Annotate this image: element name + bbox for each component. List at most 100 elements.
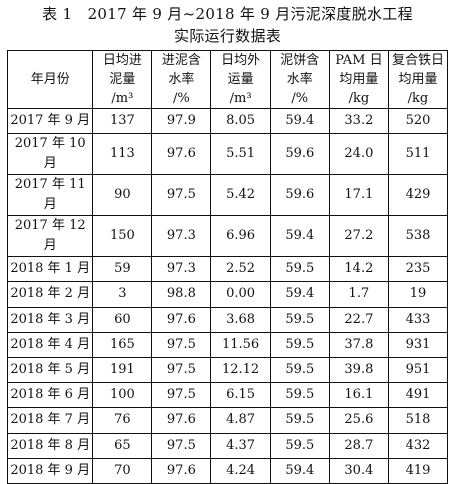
cell-cake-moisture: 59.5: [269, 432, 330, 459]
cell-sludge-intake: 59: [92, 256, 153, 283]
cell-pam-usage: 17.1: [328, 174, 389, 217]
cell-cake-moisture: 59.5: [269, 356, 330, 384]
cell-month: 2018 年 3 月: [6, 306, 94, 333]
header-sludge-intake-l3: /m³: [111, 91, 134, 106]
cell-sludge-intake: 3: [92, 281, 153, 308]
cell-iron-usage: 235: [387, 256, 449, 283]
cell-sludge-intake: 137: [92, 107, 153, 135]
cell-cake-moisture: 59.5: [269, 407, 330, 434]
header-sludge-intake: 日均进 泥量 /m³: [92, 50, 153, 109]
caption-line-2: 实际运行数据表: [173, 27, 282, 45]
cell-month: 2018 年 7 月: [6, 407, 94, 434]
cell-month: 2018 年 8 月: [6, 432, 94, 459]
cell-month: 2017 年 9 月: [6, 107, 94, 135]
header-sludge-intake-l2: 泥量: [109, 72, 136, 87]
cell-outbound-volume: 4.37: [210, 432, 271, 459]
cell-pam-usage: 14.2: [328, 256, 389, 283]
cell-intake-moisture: 97.6: [151, 306, 212, 333]
cell-sludge-intake: 65: [92, 432, 153, 459]
cell-pam-usage: 30.4: [328, 457, 389, 484]
cell-month: 2018 年 2 月: [6, 281, 94, 308]
header-outbound-volume-l1: 日均外: [221, 53, 261, 68]
cell-iron-usage: 432: [387, 432, 449, 459]
cell-iron-usage: 419: [387, 457, 449, 484]
cell-sludge-intake: 70: [92, 457, 153, 484]
cell-iron-usage: 19: [387, 281, 449, 308]
cell-outbound-volume: 6.96: [210, 215, 271, 258]
cell-sludge-intake: 191: [92, 356, 153, 384]
cell-iron-usage: 491: [387, 382, 449, 409]
header-intake-moisture: 进泥含 水率 /%: [151, 50, 212, 109]
cell-intake-moisture: 97.3: [151, 256, 212, 283]
cell-cake-moisture: 59.5: [269, 306, 330, 333]
cell-pam-usage: 1.7: [328, 281, 389, 308]
table-body: 2017 年 9 月 137 97.9 8.05 59.4 33.2 520 2017 年 1…: [6, 107, 449, 484]
cell-iron-usage: 433: [387, 306, 449, 333]
cell-month: 2018 年 6 月: [6, 382, 94, 409]
header-sludge-intake-l1: 日均进: [102, 53, 142, 68]
cell-outbound-volume: 8.05: [210, 107, 271, 135]
header-outbound-volume-l2: 运量: [227, 72, 254, 87]
cell-sludge-intake: 165: [92, 331, 153, 358]
cell-outbound-volume: 5.51: [210, 133, 271, 176]
cell-pam-usage: 33.2: [328, 107, 389, 135]
cell-month: 2017 年 12 月: [6, 215, 94, 258]
cell-month: 2018 年 1 月: [6, 256, 94, 283]
table-caption: 表 1 2017 年 9 月~2018 年 9 月污泥深度脱水工程 实际运行数据…: [0, 0, 455, 47]
header-outbound-volume: 日均外 运量 /m³: [210, 50, 271, 109]
cell-sludge-intake: 76: [92, 407, 153, 434]
cell-outbound-volume: 5.42: [210, 174, 271, 217]
cell-sludge-intake: 100: [92, 382, 153, 409]
cell-outbound-volume: 2.52: [210, 256, 271, 283]
cell-sludge-intake: 150: [92, 215, 153, 258]
table-row: 2018 年 5 月 191 97.5 12.12 59.5 39.8 951: [6, 356, 449, 384]
cell-pam-usage: 24.0: [328, 133, 389, 176]
header-intake-moisture-l3: /%: [173, 91, 190, 106]
cell-sludge-intake: 90: [92, 174, 153, 217]
cell-intake-moisture: 97.6: [151, 407, 212, 434]
cell-outbound-volume: 6.15: [210, 382, 271, 409]
cell-cake-moisture: 59.4: [269, 107, 330, 135]
cell-iron-usage: 511: [387, 133, 449, 176]
header-pam-usage-l1: PAM 日: [335, 53, 383, 68]
header-cake-moisture-l2: 水率: [286, 72, 313, 87]
cell-intake-moisture: 97.5: [151, 382, 212, 409]
header-outbound-volume-l3: /m³: [229, 91, 252, 106]
cell-sludge-intake: 113: [92, 133, 153, 176]
cell-sludge-intake: 60: [92, 306, 153, 333]
cell-pam-usage: 27.2: [328, 215, 389, 258]
cell-outbound-volume: 3.68: [210, 306, 271, 333]
cell-cake-moisture: 59.6: [269, 174, 330, 217]
cell-pam-usage: 37.8: [328, 331, 389, 358]
header-intake-moisture-l1: 进泥含: [161, 53, 201, 68]
cell-outbound-volume: 4.87: [210, 407, 271, 434]
cell-intake-moisture: 97.5: [151, 432, 212, 459]
cell-iron-usage: 931: [387, 331, 449, 358]
table-row: 2018 年 4 月 165 97.5 11.56 59.5 37.8 931: [6, 331, 449, 358]
header-iron-usage-l3: /kg: [407, 91, 429, 106]
cell-cake-moisture: 59.4: [269, 281, 330, 308]
cell-intake-moisture: 97.5: [151, 174, 212, 217]
cell-cake-moisture: 59.5: [269, 256, 330, 283]
header-month: 年月份: [6, 50, 94, 109]
cell-intake-moisture: 97.5: [151, 356, 212, 384]
cell-iron-usage: 429: [387, 174, 449, 217]
header-cake-moisture-l1: 泥饼含: [280, 53, 320, 68]
header-iron-usage-l2: 均用量: [398, 72, 438, 87]
cell-intake-moisture: 97.6: [151, 133, 212, 176]
header-cake-moisture-l3: /%: [291, 91, 309, 106]
cell-outbound-volume: 0.00: [210, 281, 271, 308]
table-row: 2018 年 6 月 100 97.5 6.15 59.5 16.1 491: [6, 382, 449, 409]
cell-outbound-volume: 4.24: [210, 457, 271, 484]
header-iron-usage-l1: 复合铁日: [391, 53, 444, 68]
cell-iron-usage: 951: [387, 356, 449, 384]
cell-intake-moisture: 98.8: [151, 281, 212, 308]
cell-pam-usage: 16.1: [328, 382, 389, 409]
table-row: 2017 年 12 月 150 97.3 6.96 59.4 27.2 538: [6, 215, 449, 258]
cell-intake-moisture: 97.6: [151, 457, 212, 484]
table-row: 2018 年 2 月 3 98.8 0.00 59.4 1.7 19: [6, 281, 449, 308]
cell-cake-moisture: 59.6: [269, 133, 330, 176]
cell-pam-usage: 25.6: [328, 407, 389, 434]
header-iron-usage: 复合铁日 均用量 /kg: [387, 50, 449, 109]
table-row: 2017 年 9 月 137 97.9 8.05 59.4 33.2 520: [6, 107, 449, 135]
